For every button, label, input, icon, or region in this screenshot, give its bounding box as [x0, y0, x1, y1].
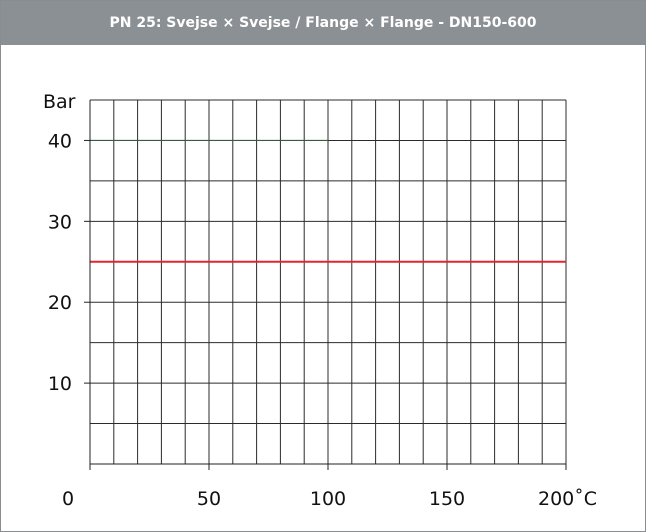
series-group [90, 139, 566, 263]
chart-title: PN 25: Svejse × Svejse / Flange × Flange… [1, 1, 645, 45]
y-tick-label: 10 [48, 373, 72, 395]
y-tick-label: 20 [48, 292, 72, 314]
y-tick-label: 40 [48, 130, 72, 152]
y-axis-label: Bar [43, 91, 76, 113]
x-tick-label: 50 [197, 488, 221, 510]
y-tick-label: 30 [48, 211, 72, 233]
grid [90, 99, 567, 464]
x-tick-label: 0 [62, 488, 74, 510]
x-tick-label: 200˚C [538, 488, 597, 510]
x-tick-label: 150 [429, 488, 465, 510]
axes [84, 100, 567, 470]
x-tick-label: 100 [310, 488, 346, 510]
tick-labels: 10 20 30 40 0 50 100 150 200˚C Bar [43, 91, 597, 510]
